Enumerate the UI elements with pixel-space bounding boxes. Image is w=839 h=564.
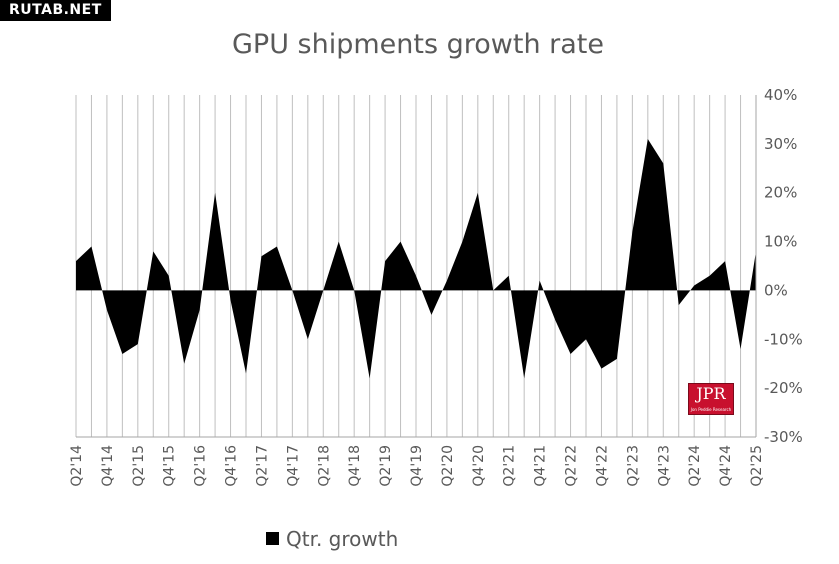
logo-sub-text: Jon Peddie Research — [690, 407, 732, 412]
y-tick-label: -10% — [764, 330, 803, 348]
y-tick-label: -20% — [764, 379, 803, 397]
legend-label: Qtr. growth — [286, 527, 398, 551]
jpr-logo: JPR Jon Peddie Research — [688, 383, 734, 415]
y-tick-label: 40% — [764, 86, 797, 104]
x-tick-label: Q2'23 — [625, 445, 641, 487]
x-tick-label: Q4'23 — [656, 445, 672, 487]
x-axis-ticks: Q2'14 Q4'14 Q2'15 Q4'15 Q2'16 Q4'16 Q2'17 Q4'17… — [69, 445, 765, 487]
x-tick-label: Q4'22 — [594, 445, 610, 487]
x-tick-label: Q4'18 — [347, 445, 363, 487]
x-tick-label: Q2'25 — [749, 445, 765, 487]
x-tick-label: Q2'16 — [193, 445, 209, 487]
x-tick-label: Q4'17 — [285, 445, 301, 487]
legend-swatch — [266, 532, 279, 545]
watermark: RUTAB.NET — [0, 0, 111, 21]
logo-main-text: JPR — [696, 384, 726, 403]
x-tick-label: Q2'19 — [378, 445, 394, 487]
x-tick-label: Q4'16 — [224, 445, 240, 487]
x-tick-label: Q4'20 — [471, 445, 487, 487]
series-area — [76, 138, 756, 379]
y-tick-label: -30% — [764, 428, 803, 446]
x-tick-label: Q2'14 — [69, 445, 85, 487]
x-tick-label: Q4'14 — [100, 445, 116, 487]
x-tick-label: Q2'18 — [316, 445, 332, 487]
area-series — [76, 138, 756, 379]
x-tick-label: Q4'24 — [718, 445, 734, 487]
y-tick-label: 20% — [764, 184, 797, 202]
y-tick-label: 10% — [764, 233, 797, 251]
y-tick-label: 30% — [764, 135, 797, 153]
x-tick-label: Q4'15 — [162, 445, 178, 487]
x-tick-label: Q2'20 — [440, 445, 456, 487]
y-axis-ticks: 40% 30% 20% 10% 0% -10% -20% -30% — [764, 86, 803, 446]
x-tick-label: Q4'21 — [533, 445, 549, 487]
chart-title: GPU shipments growth rate — [232, 29, 604, 60]
x-tick-label: Q2'22 — [564, 445, 580, 487]
x-tick-label: Q2'21 — [502, 445, 518, 487]
x-tick-label: Q4'19 — [409, 445, 425, 487]
y-tick-label: 0% — [764, 281, 788, 299]
grid — [75, 95, 757, 437]
x-tick-label: Q2'24 — [687, 445, 703, 487]
x-tick-label: Q2'15 — [131, 445, 147, 487]
legend: Qtr. growth — [266, 527, 398, 551]
x-tick-label: Q2'17 — [254, 445, 270, 487]
axes — [76, 95, 757, 438]
